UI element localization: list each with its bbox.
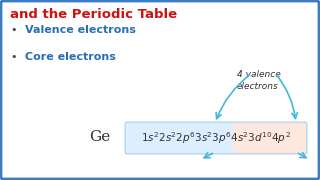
Text: Valence electrons: Valence electrons [25,25,136,35]
Text: $1s^{2}2s^{2}2p^{6}3s^{2}3p^{6}4s^{2}3d^{10}4p^{2}$: $1s^{2}2s^{2}2p^{6}3s^{2}3p^{6}4s^{2}3d^… [141,130,291,146]
Text: and the Periodic Table: and the Periodic Table [10,8,177,21]
Text: Core electrons: Core electrons [25,52,116,62]
Text: Ge: Ge [89,130,111,144]
Text: 4 valence
electrons: 4 valence electrons [237,70,281,91]
FancyBboxPatch shape [125,122,307,154]
FancyBboxPatch shape [233,123,306,153]
Text: •: • [10,52,17,62]
Text: •: • [10,25,17,35]
